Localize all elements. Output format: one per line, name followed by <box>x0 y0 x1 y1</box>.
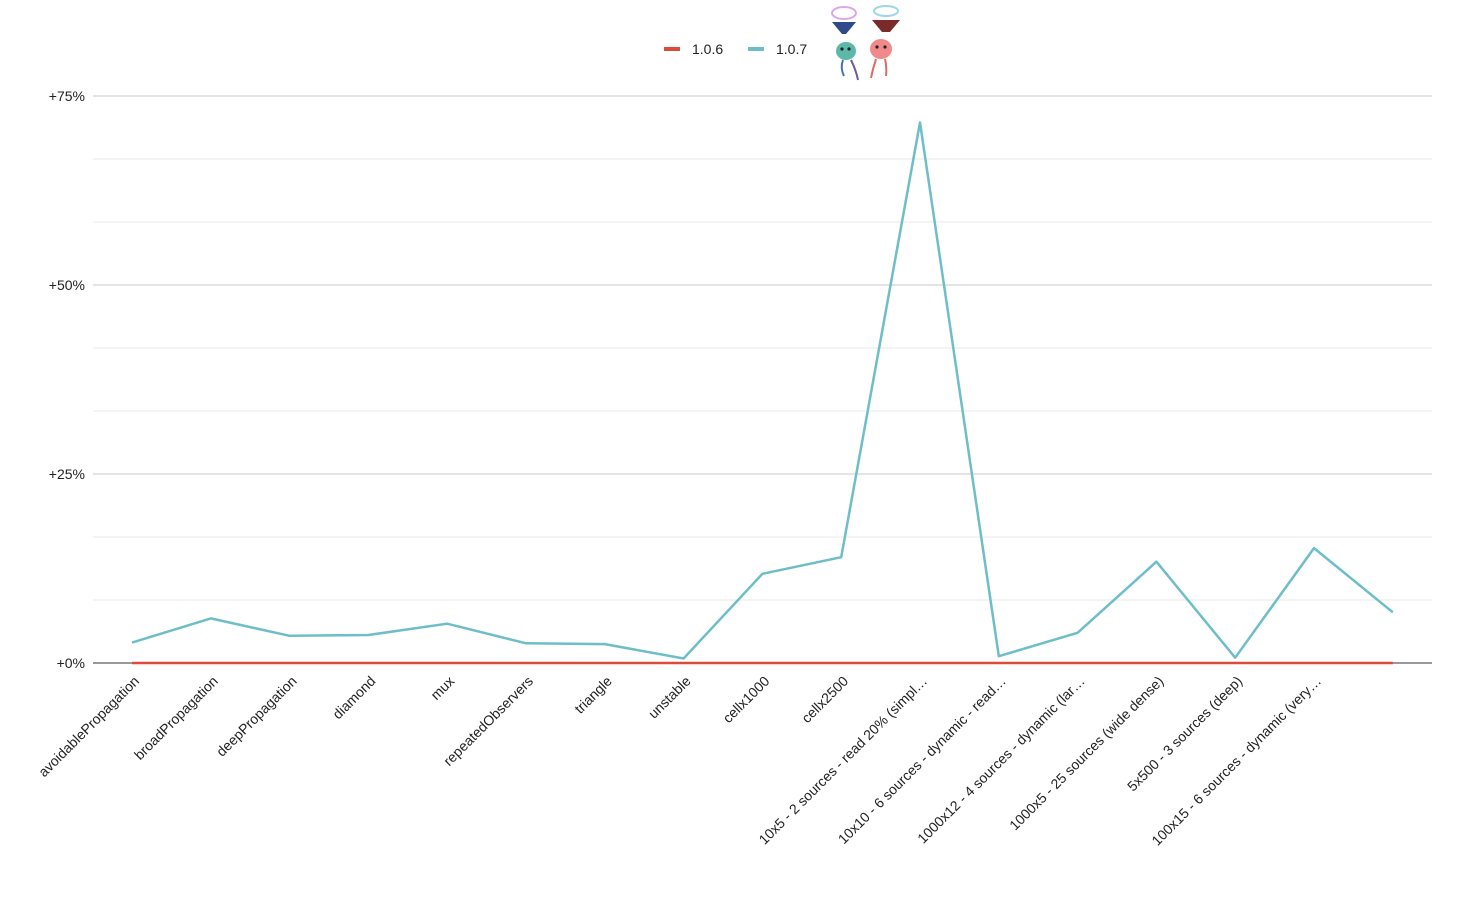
x-tick-label: avoidablePropagation <box>35 673 142 780</box>
x-tick-label: unstable <box>645 673 694 722</box>
x-tick-label: 10x5 - 2 sources - read 20% (simpl… <box>755 673 930 848</box>
x-tick-label: mux <box>427 673 457 703</box>
x-tick-label: diamond <box>329 673 378 722</box>
legend-item-1-0-7[interactable]: 1.0.7 <box>748 41 807 57</box>
legend-label-1-0-7: 1.0.7 <box>776 41 807 57</box>
legend-label-1-0-6: 1.0.6 <box>692 41 723 57</box>
y-tick-label: +0% <box>57 655 85 671</box>
mascot-pink <box>870 5 900 79</box>
y-tick-label: +50% <box>49 277 85 293</box>
x-tick-label: 10x10 - 6 sources - dynamic - read… <box>835 673 1009 847</box>
y-axis-tick-labels: +0% +25% +50% +75% <box>49 88 85 671</box>
x-tick-label: triangle <box>571 673 615 717</box>
legend-swatch-1-0-7 <box>748 47 764 51</box>
series-lines <box>131 121 1394 665</box>
x-axis-tick-labels: avoidablePropagationbroadPropagationdeep… <box>35 673 1324 849</box>
gridlines <box>93 95 1432 601</box>
mascot-teal <box>831 6 859 81</box>
y-tick-label: +25% <box>49 466 85 482</box>
series-line-1-0-7 <box>131 121 1394 660</box>
x-tick-label: cellx2500 <box>798 673 851 726</box>
x-tick-label: 1000x12 - 4 sources - dynamic (lar… <box>914 673 1088 847</box>
x-tick-label: repeatedObservers <box>440 673 536 769</box>
legend-item-1-0-6[interactable]: 1.0.6 <box>664 41 723 57</box>
x-tick-label: 100x15 - 6 sources - dynamic (very… <box>1148 673 1324 849</box>
x-tick-label: 1000x5 - 25 sources (wide dense) <box>1006 673 1166 833</box>
x-tick-label: deepPropagation <box>213 673 300 760</box>
x-tick-label: broadPropagation <box>131 673 221 763</box>
legend: 1.0.6 1.0.7 <box>664 41 807 57</box>
y-tick-label: +75% <box>49 88 85 104</box>
mascot-illustration <box>831 5 900 81</box>
x-tick-label: cellx1000 <box>719 673 772 726</box>
legend-swatch-1-0-6 <box>664 47 680 51</box>
